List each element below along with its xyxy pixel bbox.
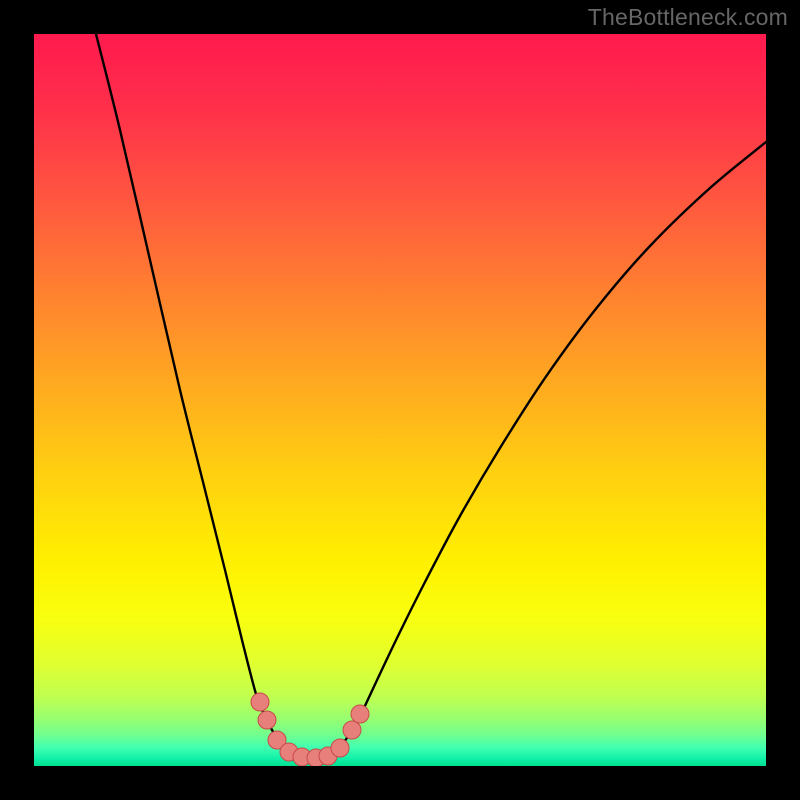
marker-dot — [351, 705, 369, 723]
marker-dot — [343, 721, 361, 739]
chart-scene — [0, 0, 800, 800]
marker-dot — [331, 739, 349, 757]
plot-area — [34, 34, 766, 766]
marker-dot — [251, 693, 269, 711]
marker-dot — [258, 711, 276, 729]
watermark-text: TheBottleneck.com — [588, 4, 788, 31]
bottleneck-chart: TheBottleneck.com — [0, 0, 800, 800]
